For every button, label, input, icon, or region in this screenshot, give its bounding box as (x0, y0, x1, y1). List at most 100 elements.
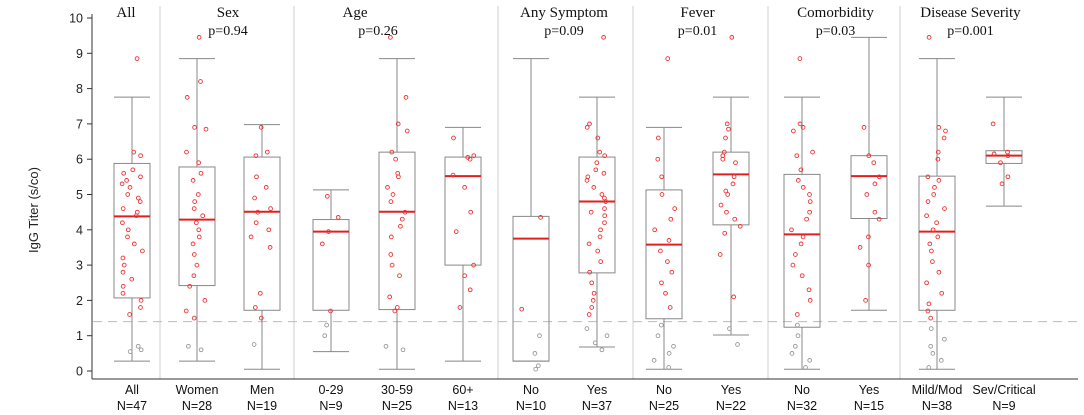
data-point (722, 230, 728, 236)
x-group-label: 30-59 (381, 383, 413, 397)
data-point (924, 213, 929, 219)
panel-title: All (116, 5, 135, 21)
data-point (794, 153, 800, 159)
data-point (587, 269, 593, 275)
data-point (471, 153, 477, 159)
x-group-label: Mild/Mod (912, 383, 963, 397)
data-point (655, 156, 661, 162)
data-point (138, 305, 143, 310)
data-point (598, 259, 604, 264)
data-point (658, 248, 663, 254)
data-point (799, 273, 805, 279)
data-point (127, 312, 132, 317)
data-point (668, 216, 674, 222)
boxplot-layer (113, 36, 1023, 370)
data-point (930, 227, 936, 233)
data-point (928, 315, 934, 321)
data-point (655, 333, 661, 339)
data-point (537, 333, 542, 339)
data-point (264, 149, 270, 155)
data-point (798, 167, 804, 173)
data-point (467, 156, 473, 162)
panel-pvalue: p=0.09 (544, 24, 583, 39)
data-point (138, 347, 144, 353)
data-point (192, 199, 198, 204)
data-point (943, 128, 948, 134)
data-point (397, 273, 402, 279)
data-point (402, 209, 408, 215)
box-iqr (645, 189, 683, 320)
data-point (806, 287, 812, 293)
data-point (672, 206, 678, 211)
data-point (193, 220, 199, 226)
data-point (586, 312, 592, 317)
data-point (394, 305, 400, 310)
data-point (925, 174, 931, 180)
panel-title: Sex (217, 5, 240, 21)
box-group (312, 189, 350, 353)
data-point (119, 181, 125, 187)
data-point (198, 347, 204, 353)
data-point (589, 305, 595, 310)
data-point (202, 298, 208, 303)
data-point (803, 365, 808, 370)
data-point (929, 248, 934, 254)
data-point (792, 343, 798, 349)
box-iqr (578, 156, 616, 274)
data-point (392, 308, 398, 314)
x-group-n: N=9 (992, 399, 1015, 413)
data-point (127, 349, 133, 354)
data-point (137, 199, 143, 204)
data-point (326, 229, 331, 234)
data-point (131, 241, 137, 247)
data-point (935, 149, 941, 155)
data-point (129, 276, 135, 282)
box-iqr (918, 175, 956, 311)
data-point (398, 223, 403, 229)
data-point (140, 248, 145, 254)
data-point (252, 305, 258, 310)
data-point (255, 209, 261, 215)
data-point (268, 206, 273, 211)
data-point (598, 227, 603, 233)
data-point (730, 181, 736, 187)
box-group (444, 126, 482, 362)
data-point (666, 238, 672, 243)
data-point (807, 209, 812, 215)
data-point (252, 195, 257, 201)
data-point (810, 149, 815, 155)
data-point (536, 363, 541, 369)
data-point (876, 174, 882, 180)
data-point (601, 170, 607, 176)
data-point (385, 185, 390, 190)
x-group-n: N=19 (247, 399, 277, 413)
panel-pvalue: p=0.01 (678, 24, 717, 39)
data-point (186, 343, 191, 349)
y-tick-label: 9 (76, 47, 83, 61)
data-point (798, 241, 804, 247)
data-point (383, 343, 389, 349)
data-point (462, 185, 467, 190)
x-group-label: 0-29 (318, 383, 343, 397)
data-point (795, 178, 801, 183)
data-point (191, 252, 197, 257)
data-point (258, 315, 264, 321)
data-point (602, 206, 607, 211)
data-point (120, 269, 126, 275)
box-iqr (850, 155, 888, 220)
data-point (789, 227, 794, 233)
data-point (872, 209, 878, 215)
box-group (850, 36, 888, 311)
data-point (591, 185, 597, 190)
data-point (121, 262, 127, 268)
data-point (468, 209, 474, 215)
data-point (191, 273, 197, 279)
data-point (396, 174, 401, 180)
data-point (791, 128, 796, 134)
data-point (666, 351, 672, 356)
data-point (926, 365, 932, 370)
data-point (669, 269, 675, 275)
data-point (200, 213, 206, 219)
y-tick-label: 8 (76, 82, 83, 96)
